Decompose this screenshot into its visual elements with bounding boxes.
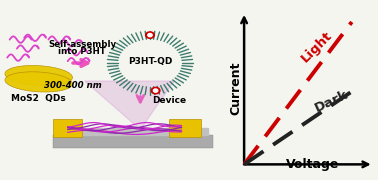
Circle shape bbox=[148, 33, 152, 37]
Circle shape bbox=[146, 32, 154, 38]
Circle shape bbox=[151, 87, 160, 94]
Text: Voltage: Voltage bbox=[286, 158, 339, 171]
Text: Device: Device bbox=[152, 96, 186, 105]
Text: Self-assembly: Self-assembly bbox=[48, 40, 116, 49]
Text: P3HT-QD: P3HT-QD bbox=[128, 57, 172, 66]
Text: Light: Light bbox=[299, 29, 335, 65]
Text: into P3HT: into P3HT bbox=[58, 47, 106, 56]
Circle shape bbox=[153, 89, 158, 92]
Ellipse shape bbox=[5, 72, 73, 92]
Ellipse shape bbox=[5, 66, 73, 86]
Polygon shape bbox=[58, 128, 208, 135]
Text: Current: Current bbox=[229, 61, 242, 115]
Text: MoS2  QDs: MoS2 QDs bbox=[11, 94, 66, 103]
Polygon shape bbox=[53, 135, 213, 148]
Text: Dark: Dark bbox=[313, 88, 350, 115]
Polygon shape bbox=[85, 81, 174, 130]
Polygon shape bbox=[169, 119, 201, 137]
Polygon shape bbox=[53, 119, 82, 137]
Text: 300-400 nm: 300-400 nm bbox=[43, 81, 101, 90]
